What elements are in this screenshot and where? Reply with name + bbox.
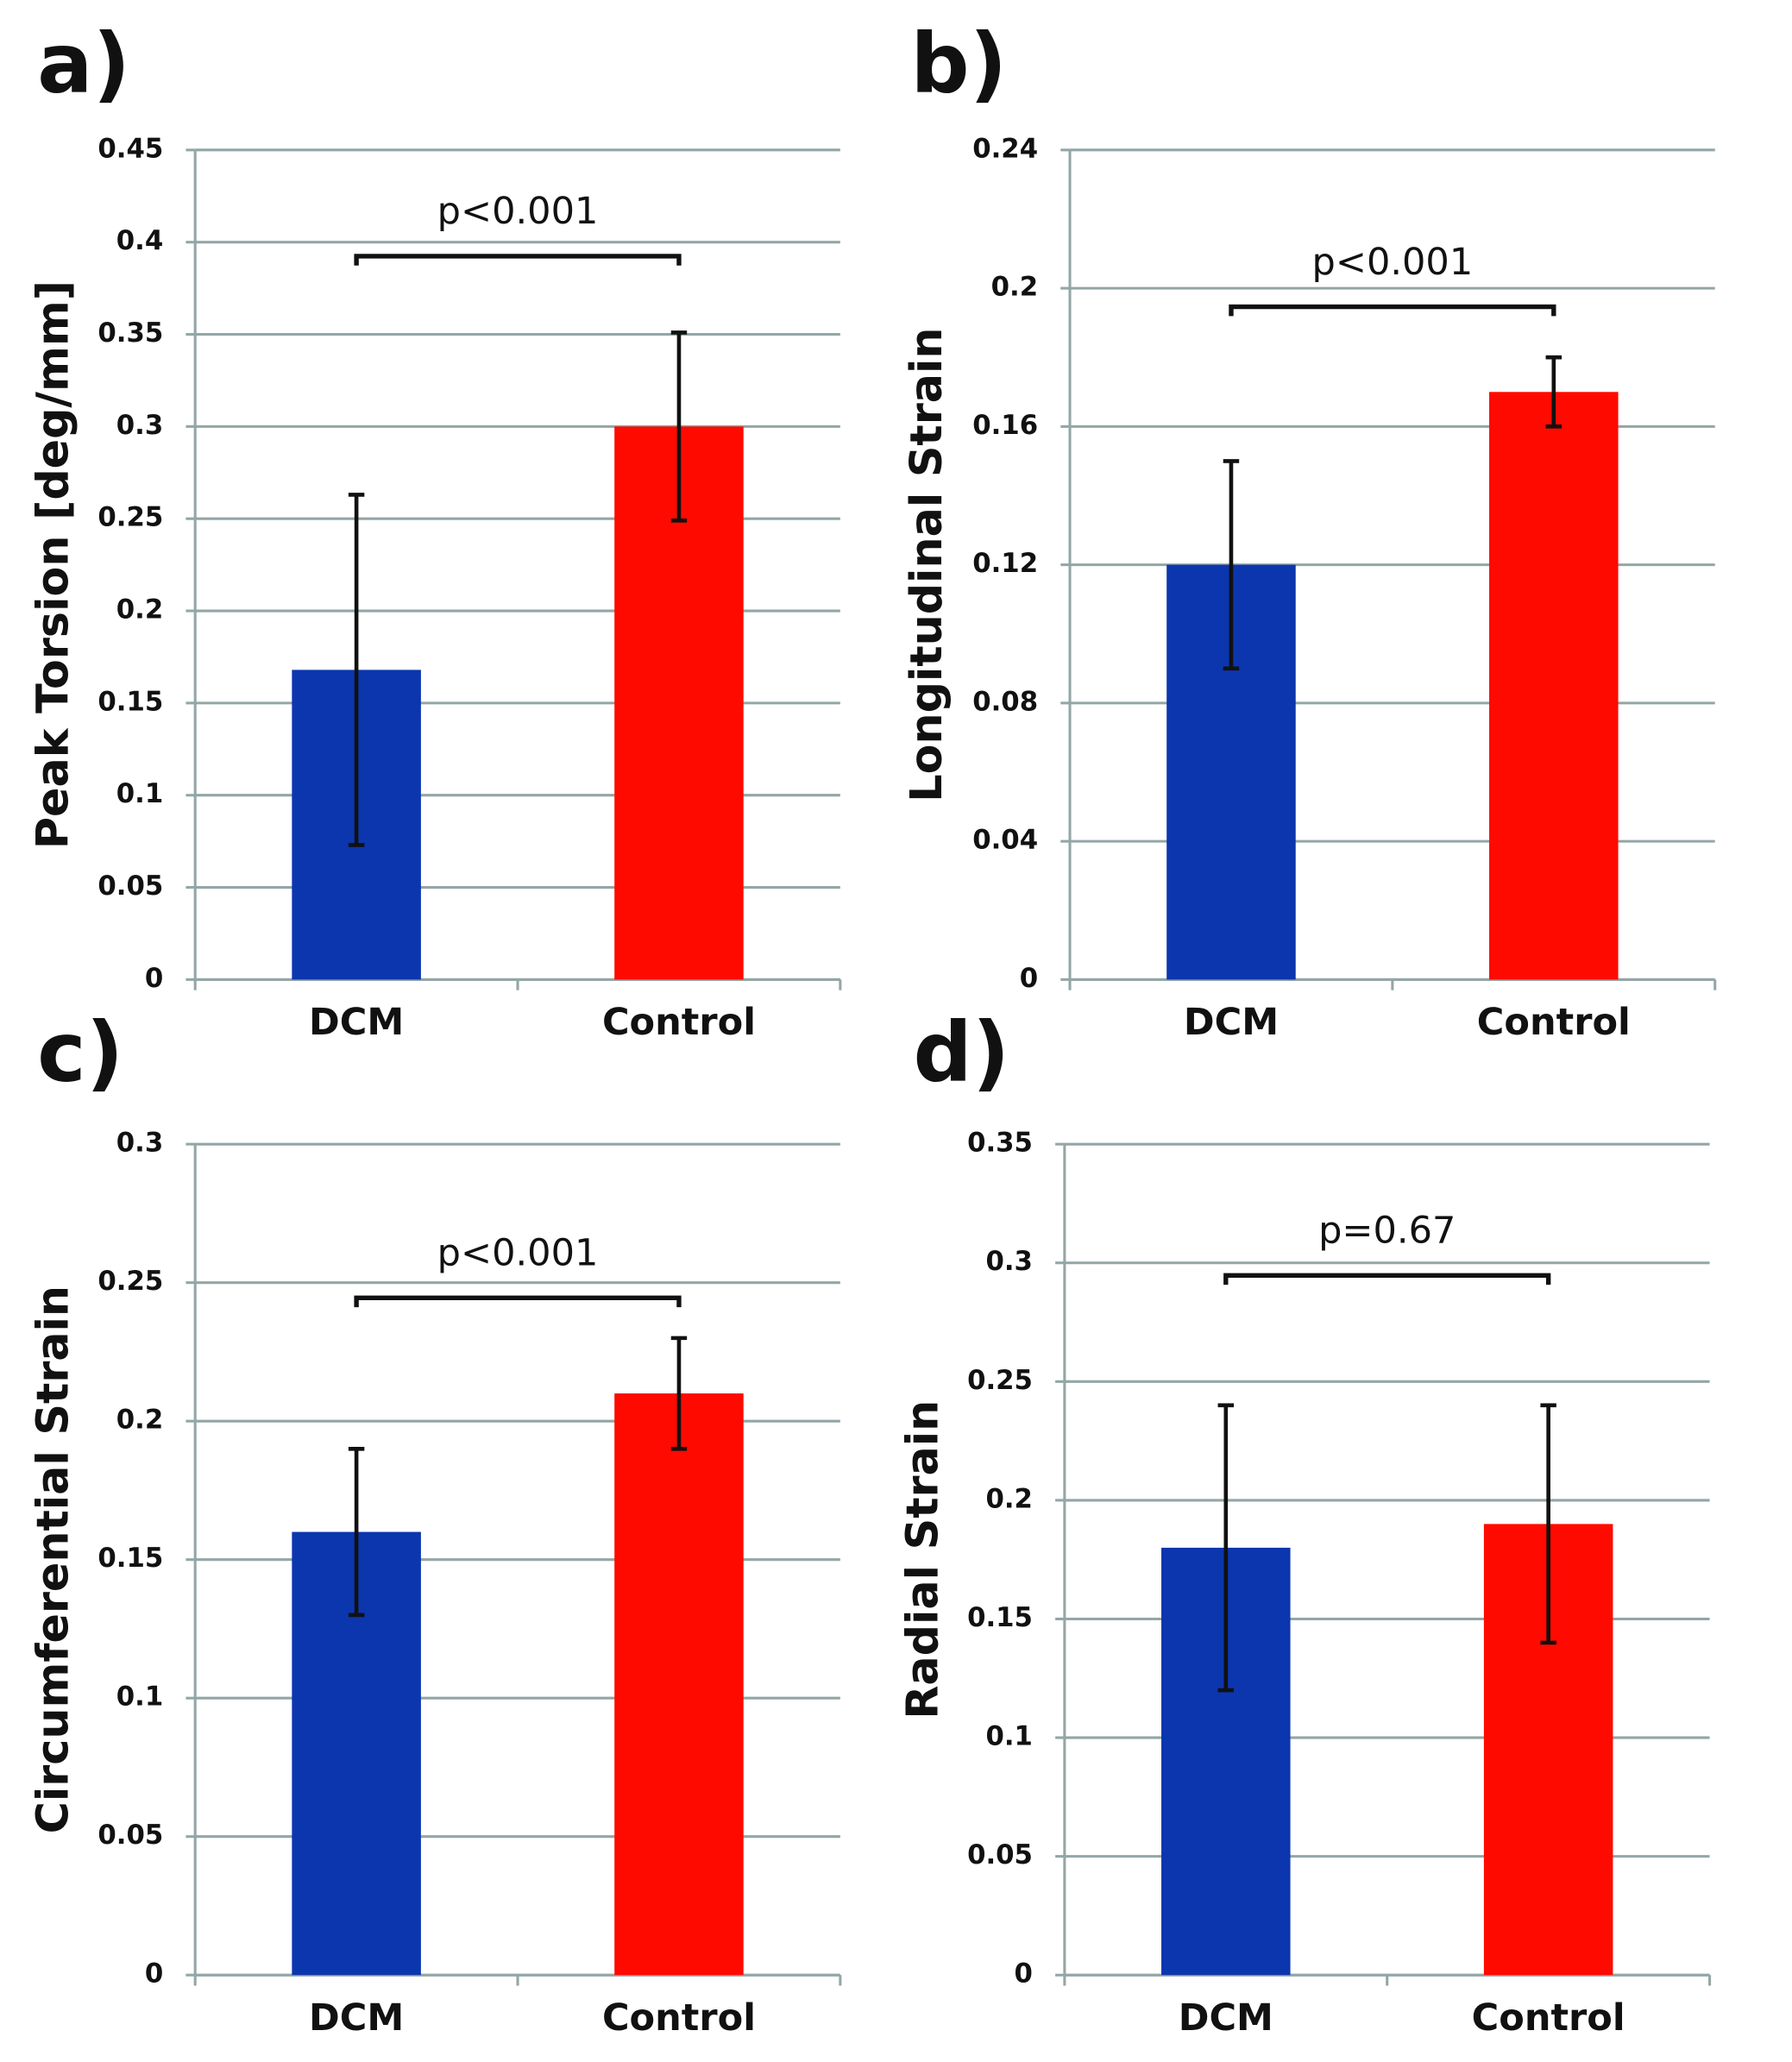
x-tick-label: DCM — [309, 1996, 404, 2040]
error-bar — [1223, 459, 1240, 671]
y-axis-label: Peak Torsion [deg/mm] — [28, 280, 79, 849]
y-tick-label: 0.12 — [972, 548, 1038, 579]
y-tick-label: 0.3 — [985, 1246, 1032, 1277]
x-tick-label: Control — [1472, 1996, 1625, 2040]
y-axis-label: Longitudinal Strain — [901, 327, 952, 802]
error-bar — [670, 330, 688, 523]
panel-label: c) — [37, 1005, 123, 1101]
x-tick-label: Control — [1477, 1001, 1631, 1044]
y-tick-label: 0.05 — [97, 1820, 163, 1851]
y-tick-label: 0.4 — [116, 225, 163, 256]
y-tick-label: 0.1 — [985, 1721, 1032, 1752]
bar — [614, 1393, 744, 1976]
error-bar — [670, 1336, 688, 1451]
y-tick-label: 0.05 — [97, 871, 163, 902]
error-bar — [1217, 1403, 1235, 1693]
y-tick-label: 0.24 — [972, 133, 1038, 164]
y-tick-label: 0 — [1020, 963, 1038, 994]
y-tick-label: 0 — [145, 963, 163, 994]
y-tick-label: 0.16 — [972, 410, 1038, 441]
x-tick-label: DCM — [1184, 1001, 1279, 1044]
y-tick-label: 0.25 — [97, 1266, 163, 1297]
y-axis-label: Circumferential Strain — [28, 1286, 79, 1833]
significance-bracket — [354, 254, 682, 266]
y-tick-label: 0.15 — [97, 686, 163, 717]
y-tick-label: 0.04 — [972, 825, 1038, 856]
y-tick-label: 0 — [1015, 1958, 1033, 1990]
x-tick-label: DCM — [1179, 1996, 1273, 2040]
y-tick-label: 0.2 — [116, 594, 163, 626]
y-tick-label: 0.15 — [97, 1543, 163, 1574]
y-tick-label: 0.05 — [967, 1839, 1033, 1870]
annotation: p=0.67 — [1318, 1210, 1456, 1253]
significance-bracket — [1223, 1273, 1551, 1286]
y-tick-label: 0.2 — [991, 272, 1038, 303]
panel-label: a) — [37, 16, 130, 111]
y-tick-label: 0.2 — [985, 1483, 1032, 1514]
y-tick-label: 0.35 — [967, 1128, 1033, 1159]
error-bar — [1545, 355, 1562, 429]
y-tick-label: 0.25 — [97, 502, 163, 533]
y-tick-label: 0.25 — [967, 1365, 1033, 1396]
error-bar — [1540, 1403, 1556, 1645]
y-tick-label: 0.35 — [97, 317, 163, 349]
annotation: p<0.001 — [437, 1232, 599, 1275]
error-bar — [348, 493, 365, 847]
y-tick-label: 0.3 — [116, 410, 163, 441]
y-tick-label: 0.2 — [116, 1405, 163, 1436]
y-tick-label: 0.1 — [116, 778, 163, 809]
y-axis-label: Radial Strain — [896, 1400, 947, 1719]
y-tick-label: 0 — [145, 1958, 163, 1990]
y-tick-label: 0.45 — [97, 133, 163, 164]
y-tick-label: 0.1 — [116, 1682, 163, 1713]
x-tick-label: Control — [602, 1001, 756, 1044]
x-tick-label: Control — [602, 1996, 756, 2040]
panel-label: d) — [914, 1005, 1010, 1101]
significance-bracket — [1229, 304, 1556, 317]
panel-label: b) — [910, 16, 1007, 111]
error-bar — [348, 1446, 365, 1618]
x-tick-label: DCM — [309, 1001, 404, 1044]
y-tick-label: 0.15 — [967, 1602, 1033, 1633]
annotation: p<0.001 — [1312, 241, 1474, 284]
significance-bracket — [354, 1295, 682, 1308]
bar — [1489, 392, 1619, 980]
y-tick-label: 0.3 — [116, 1128, 163, 1159]
y-tick-label: 0.08 — [972, 686, 1038, 717]
annotation: p<0.001 — [437, 190, 599, 233]
